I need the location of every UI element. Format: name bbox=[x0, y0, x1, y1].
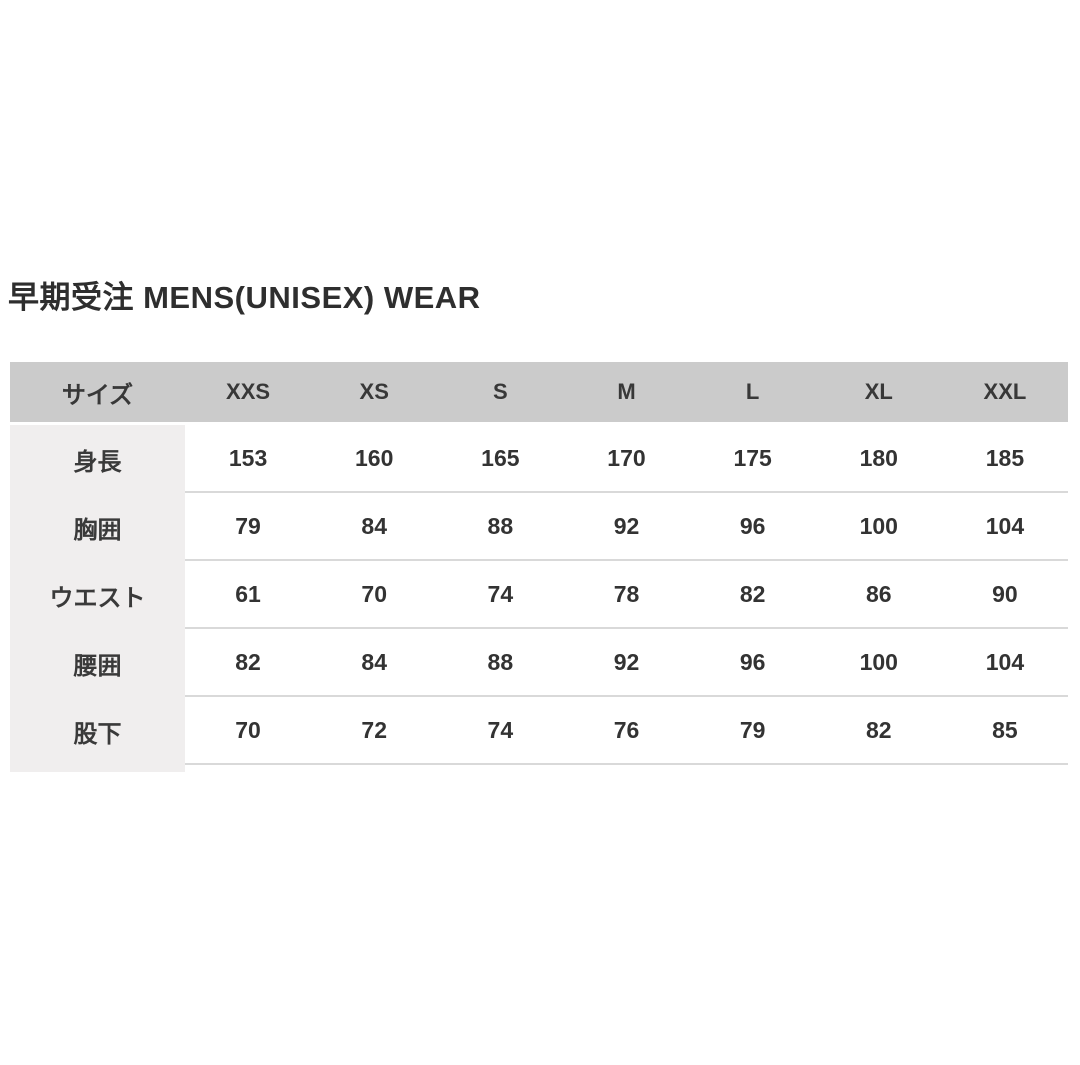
size-value-cell: 100 bbox=[815, 493, 942, 561]
size-value-cell: 153 bbox=[185, 425, 312, 493]
row-label-inseam: 股下 bbox=[10, 697, 185, 765]
size-value-cell: 84 bbox=[311, 629, 438, 697]
size-value-cell: 85 bbox=[941, 697, 1068, 765]
row-label-chest: 胸囲 bbox=[10, 493, 185, 561]
size-value-cell: 104 bbox=[941, 629, 1068, 697]
size-value-cell: 170 bbox=[563, 425, 690, 493]
size-value-cell: 72 bbox=[311, 697, 438, 765]
size-value-cell: 79 bbox=[689, 697, 816, 765]
column-header-l: L bbox=[689, 362, 816, 422]
column-header-xl: XL bbox=[815, 362, 942, 422]
size-value-cell: 70 bbox=[185, 697, 312, 765]
size-value-cell: 180 bbox=[815, 425, 942, 493]
size-value-cell: 82 bbox=[815, 697, 942, 765]
size-value-cell: 70 bbox=[311, 561, 438, 629]
size-value-cell: 92 bbox=[563, 493, 690, 561]
size-value-cell: 92 bbox=[563, 629, 690, 697]
size-value-cell: 79 bbox=[185, 493, 312, 561]
column-header-s: S bbox=[437, 362, 564, 422]
size-value-cell: 86 bbox=[815, 561, 942, 629]
row-label-hip: 腰囲 bbox=[10, 629, 185, 697]
size-value-cell: 82 bbox=[689, 561, 816, 629]
column-header-xs: XS bbox=[311, 362, 438, 422]
size-value-cell: 82 bbox=[185, 629, 312, 697]
size-value-cell: 100 bbox=[815, 629, 942, 697]
column-header-xxs: XXS bbox=[185, 362, 312, 422]
size-value-cell: 165 bbox=[437, 425, 564, 493]
size-value-cell: 96 bbox=[689, 629, 816, 697]
size-value-cell: 88 bbox=[437, 493, 564, 561]
label-column-footer bbox=[10, 765, 185, 772]
size-value-cell: 74 bbox=[437, 697, 564, 765]
size-table-body: 身長 153 160 165 170 175 180 185 胸囲 79 84 … bbox=[10, 425, 1068, 765]
size-value-cell: 185 bbox=[941, 425, 1068, 493]
column-header-size: サイズ bbox=[10, 362, 185, 422]
size-value-cell: 84 bbox=[311, 493, 438, 561]
size-chart-table: サイズ XXS XS S M L XL XXL 身長 153 160 165 1… bbox=[10, 362, 1068, 772]
size-value-cell: 90 bbox=[941, 561, 1068, 629]
column-header-m: M bbox=[563, 362, 690, 422]
size-value-cell: 88 bbox=[437, 629, 564, 697]
page-title: 早期受注 MENS(UNISEX) WEAR bbox=[8, 280, 481, 315]
size-value-cell: 96 bbox=[689, 493, 816, 561]
row-label-waist: ウエスト bbox=[10, 561, 185, 629]
size-table-header-row: サイズ XXS XS S M L XL XXL bbox=[10, 362, 1068, 422]
size-value-cell: 61 bbox=[185, 561, 312, 629]
size-value-cell: 104 bbox=[941, 493, 1068, 561]
size-value-cell: 76 bbox=[563, 697, 690, 765]
size-value-cell: 78 bbox=[563, 561, 690, 629]
size-value-cell: 175 bbox=[689, 425, 816, 493]
row-label-height: 身長 bbox=[10, 425, 185, 493]
size-value-cell: 160 bbox=[311, 425, 438, 493]
size-value-cell: 74 bbox=[437, 561, 564, 629]
column-header-xxl: XXL bbox=[941, 362, 1068, 422]
